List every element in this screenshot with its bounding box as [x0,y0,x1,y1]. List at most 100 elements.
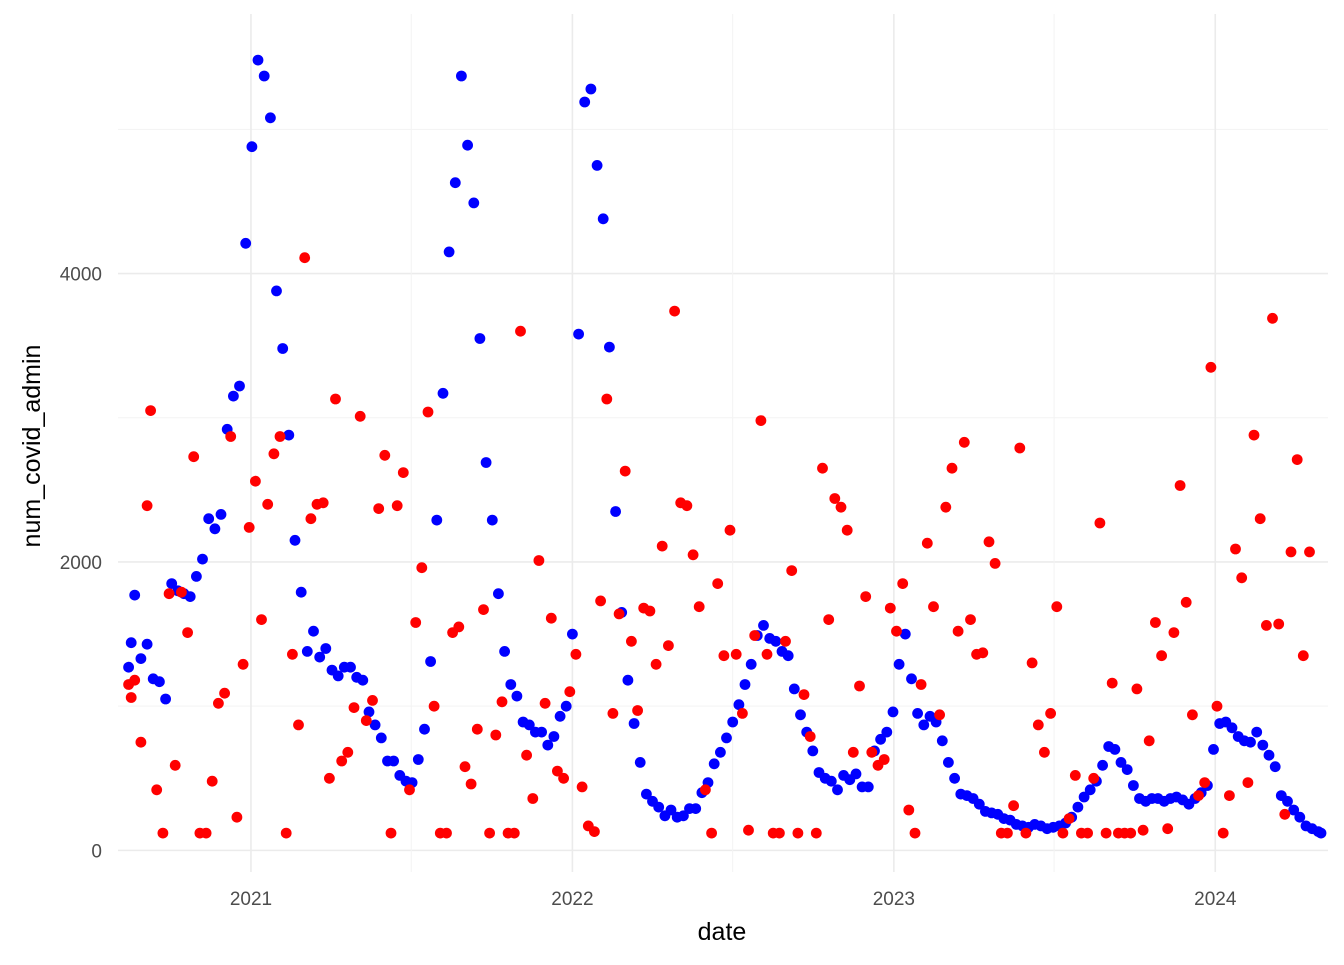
data-point [508,827,520,839]
x-axis-title: date [698,918,747,946]
data-point [591,160,603,171]
data-point [1106,677,1118,689]
data-point [1162,823,1174,835]
data-point [314,651,326,663]
data-point [268,448,280,460]
data-points [123,54,1327,839]
data-point [308,625,319,637]
data-point [983,536,995,548]
data-point [135,736,147,748]
data-point [921,537,933,549]
data-point [965,614,976,625]
data-point [656,540,668,552]
data-point [554,710,566,722]
data-point [468,197,480,209]
data-point [1125,827,1137,839]
data-point [595,595,606,607]
data-point [1115,757,1127,768]
data-point [213,697,224,709]
data-point [317,497,329,509]
data-point [899,628,911,640]
data-point [613,608,625,620]
data-point [875,733,886,745]
data-point [280,827,292,839]
series-1 [123,252,1315,839]
data-point [1156,650,1167,662]
data-point [125,637,137,649]
data-point [265,112,276,124]
data-point [715,746,726,758]
data-point [1069,770,1081,781]
data-point [215,509,227,520]
data-point [887,706,899,718]
grid-lines [118,14,1328,872]
data-point [1226,722,1238,734]
data-point [367,695,378,706]
data-point [893,658,905,670]
data-point [431,514,443,526]
data-point [878,754,890,765]
data-point [166,578,178,589]
data-point [141,638,153,650]
data-point [484,827,495,839]
data-point [1082,827,1093,839]
data-point [1187,709,1198,721]
data-point [474,333,486,344]
data-point [539,697,551,709]
data-point [943,757,954,768]
data-point [906,673,917,685]
data-point [203,513,215,525]
data-point [1297,650,1309,662]
data-point [258,70,270,82]
data-point [256,614,267,625]
data-point [1020,827,1032,839]
data-point [1193,790,1204,801]
data-point [1088,772,1100,784]
data-point [650,658,662,670]
data-point [206,775,218,787]
data-point [1288,804,1300,816]
data-point [277,343,289,354]
data-point [810,827,822,839]
data-point [391,500,403,512]
data-point [918,719,930,731]
data-point [536,726,547,738]
data-point [342,746,354,758]
data-point [1248,429,1260,441]
data-point [1315,827,1327,839]
data-point [718,650,730,662]
data-point [274,431,286,442]
data-point [299,252,311,264]
data-point [527,793,539,804]
data-point [1057,827,1069,839]
x-tick-label: 2023 [873,889,915,910]
data-point [721,732,732,744]
data-point [283,429,295,441]
data-point [1211,700,1223,712]
data-point [841,524,853,536]
data-point [730,648,742,660]
data-point [761,648,773,660]
data-point [135,653,147,664]
data-point [462,139,473,151]
data-point [1128,780,1139,791]
data-point [1078,791,1090,803]
data-point [733,699,745,711]
data-point [379,449,391,461]
data-point [360,715,372,726]
data-point [305,513,317,525]
data-point [480,457,492,468]
data-point [160,693,172,705]
data-point [758,620,769,631]
data-point [774,827,785,839]
data-point [903,804,915,816]
data-point [1251,726,1263,738]
data-point [1097,759,1108,771]
data-point [163,588,175,600]
data-point [1257,739,1269,751]
data-point [792,827,804,839]
data-point [928,601,939,613]
data-point [1285,546,1297,558]
data-point [129,589,141,601]
